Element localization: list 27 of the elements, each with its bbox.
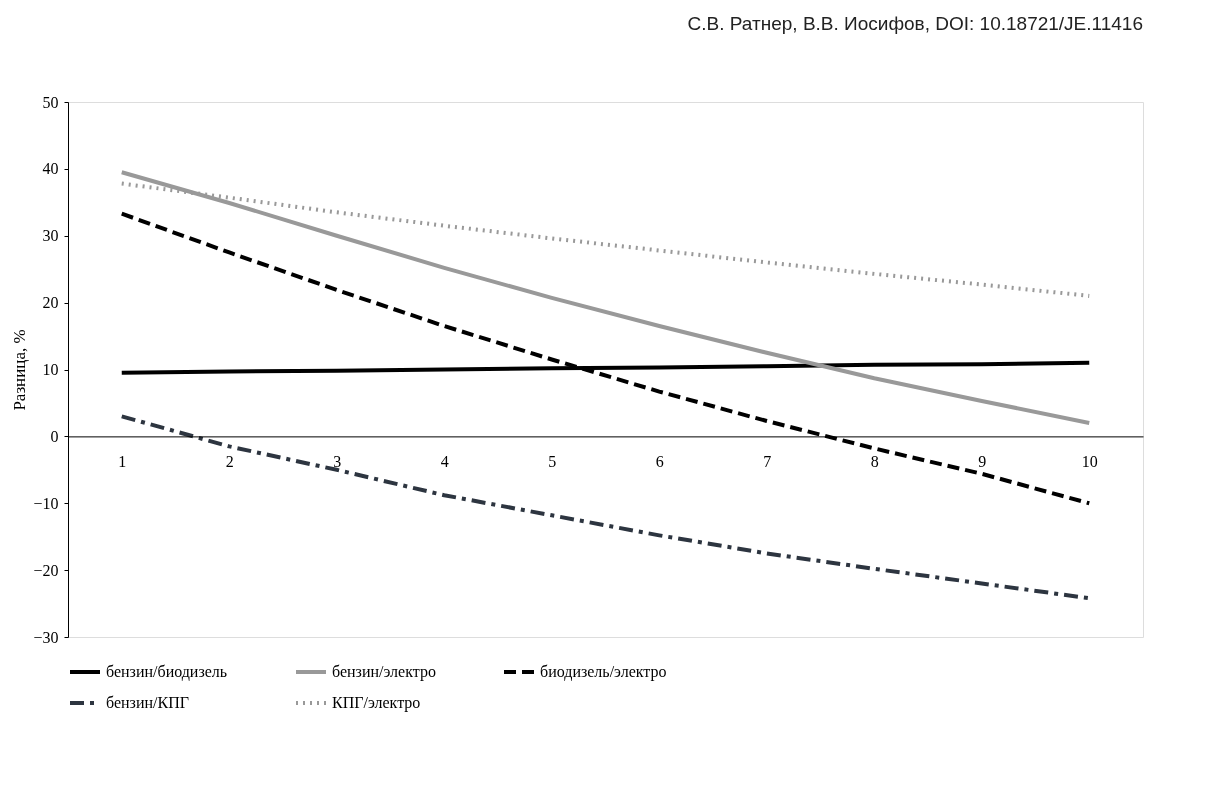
x-tick-label: 8 xyxy=(870,452,879,470)
y-tick-label: −20 xyxy=(33,561,59,579)
y-tick-label: 50 xyxy=(42,93,59,111)
legend-label: бензин/биодизель xyxy=(106,663,228,681)
y-tick-label: 10 xyxy=(42,361,59,378)
x-tick-label: 3 xyxy=(333,452,342,470)
y-tick-label: −30 xyxy=(33,628,59,646)
text: С.В. Ратнер, В.В. Иосифов, DOI: 10.18721/JE.11416 xyxy=(687,13,1143,34)
legend-label: бензин/КПГ xyxy=(106,694,189,711)
x-tick-label: 1 xyxy=(118,452,127,470)
x-tick-label: 2 xyxy=(225,452,234,470)
y-axis-title: Разница, % xyxy=(10,329,30,411)
x-tick-label: 5 xyxy=(548,452,557,470)
y-tick-label: 30 xyxy=(42,227,59,245)
y-tick-label: 40 xyxy=(42,160,59,178)
y-tick-label: −10 xyxy=(33,494,59,512)
y-tick-label: 0 xyxy=(50,427,59,445)
legend-label: бензин/электро xyxy=(332,663,436,681)
legend-label: КПГ/электро xyxy=(332,694,421,712)
x-tick-label: 6 xyxy=(655,452,664,470)
x-tick-label: 4 xyxy=(440,452,449,470)
x-tick-label: 7 xyxy=(763,452,772,470)
y-tick-label: 20 xyxy=(42,294,59,312)
line-series xyxy=(119,170,1092,425)
x-tick-label: 9 xyxy=(978,452,987,470)
legend-label: биодизель/электро xyxy=(540,663,667,681)
x-tick-label: 10 xyxy=(1081,452,1098,470)
